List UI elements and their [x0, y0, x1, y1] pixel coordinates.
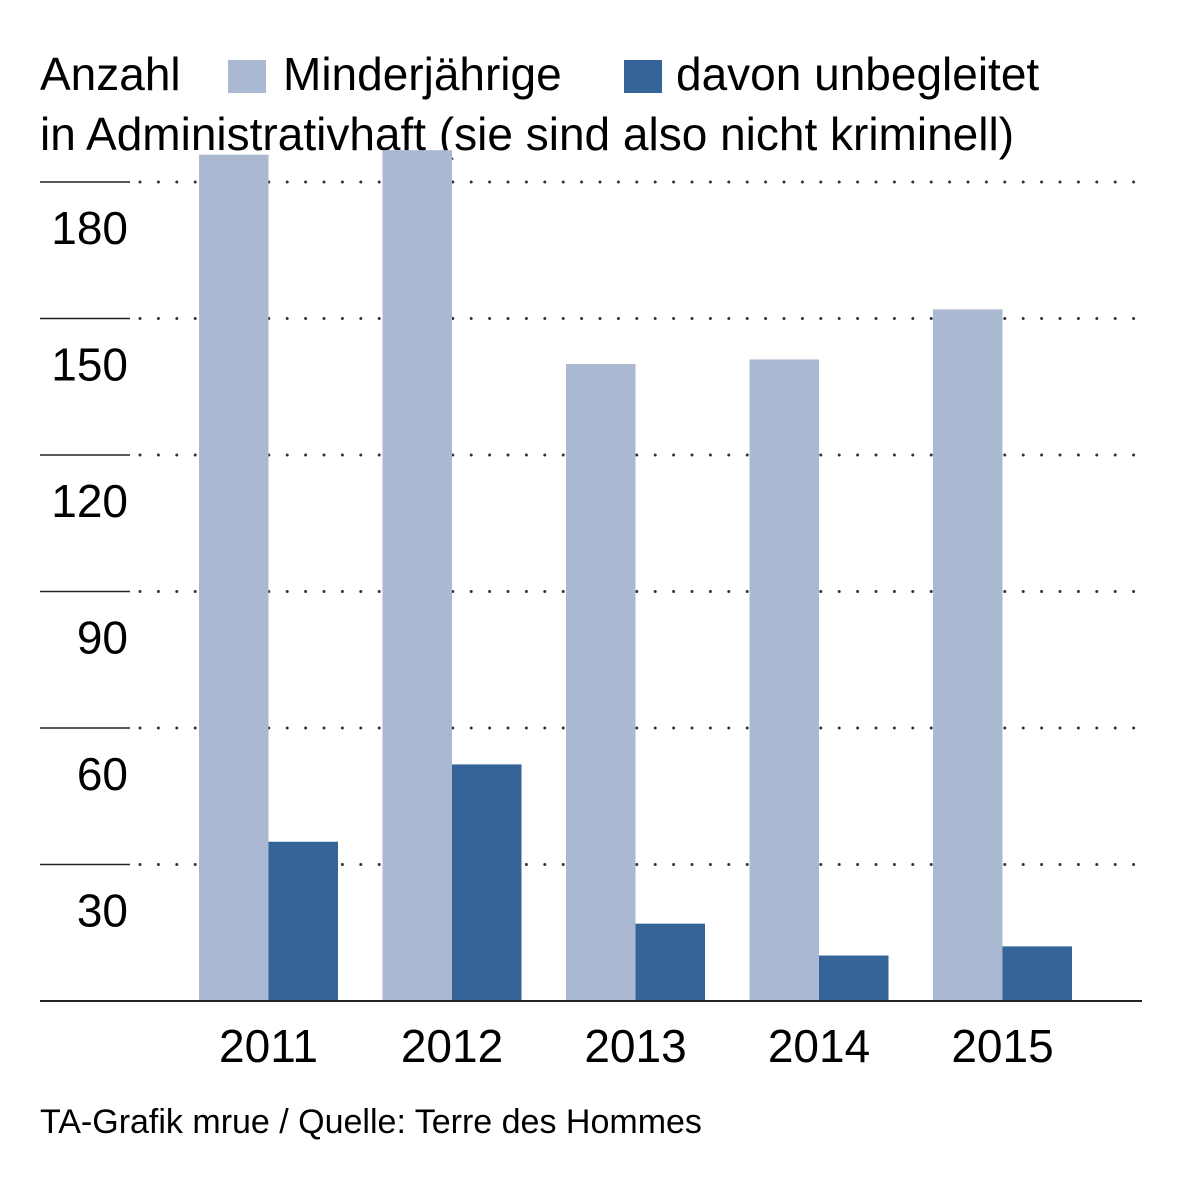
chart-title: Anzahl [40, 48, 181, 100]
x-tick-label: 2014 [768, 1020, 870, 1072]
bar-2015-minderjaehrige [933, 309, 1003, 1001]
bars [199, 150, 1072, 1001]
y-tick-label: 180 [51, 202, 128, 254]
legend-label-minderjaehrige: Minderjährige [283, 48, 562, 100]
y-tick-label: 150 [51, 339, 128, 391]
x-tick-label: 2012 [401, 1020, 503, 1072]
bar-2012-minderjaehrige [382, 150, 452, 1001]
y-tick-label: 90 [77, 612, 128, 664]
bar-2015-unbegleitet [1002, 946, 1072, 1001]
y-axis-ticks: 30 60 90 120 150 180 [51, 202, 128, 937]
x-tick-label: 2011 [219, 1020, 318, 1072]
bar-2014-unbegleitet [819, 955, 889, 1001]
bar-2013-minderjaehrige [566, 364, 636, 1001]
source-note: TA-Grafik mrue / Quelle: Terre des Homme… [40, 1103, 702, 1141]
bar-2011-minderjaehrige [199, 154, 269, 1001]
x-tick-label: 2015 [951, 1020, 1053, 1072]
legend-swatch-minderjaehrige [228, 60, 266, 93]
bar-2012-unbegleitet [452, 764, 522, 1001]
legend-label-unbegleitet: davon unbegleitet [676, 48, 1039, 100]
y-tick-label: 30 [77, 885, 128, 937]
y-tick-label: 120 [51, 475, 128, 527]
legend-swatch-unbegleitet [624, 60, 662, 93]
bar-2013-unbegleitet [635, 923, 705, 1001]
chart-subtitle: in Administrativhaft (sie sind also nich… [40, 108, 1014, 160]
bar-2011-unbegleitet [268, 841, 338, 1001]
x-tick-label: 2013 [584, 1020, 686, 1072]
y-tick-label: 60 [77, 748, 128, 800]
x-axis-labels: 2011 2012 2013 2014 2015 [219, 1020, 1054, 1072]
bar-2014-minderjaehrige [749, 359, 819, 1001]
